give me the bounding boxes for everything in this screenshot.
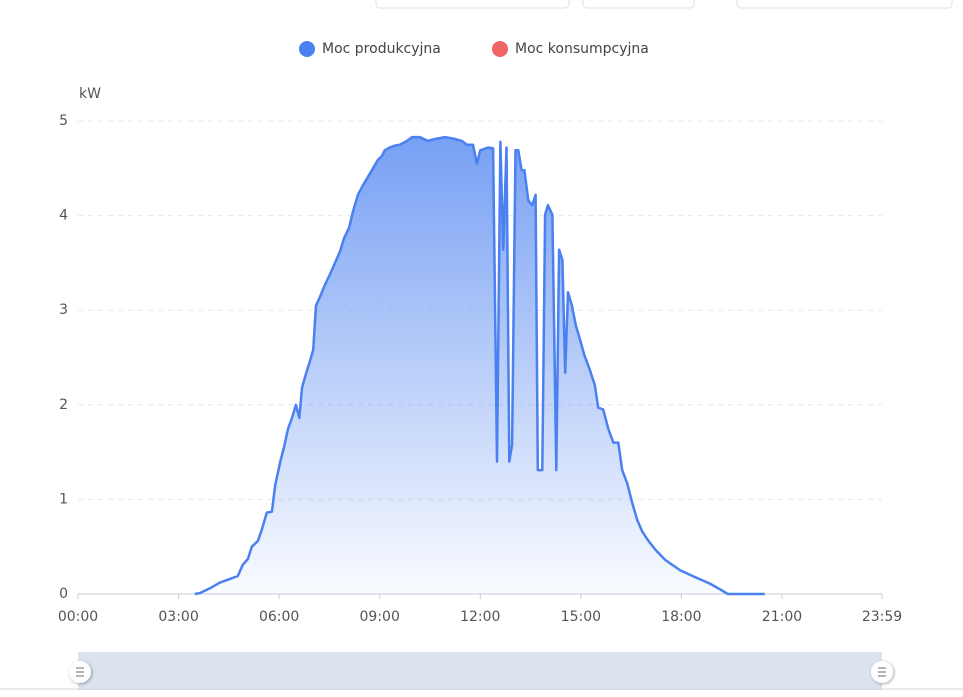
y-tick-label: 3 <box>59 302 68 318</box>
y-tick-label: 2 <box>59 397 68 413</box>
legend-marker <box>299 41 315 57</box>
y-tick-label: 5 <box>59 113 68 129</box>
legend-label[interactable]: Moc produkcyjna <box>322 41 441 57</box>
y-tick-label: 0 <box>59 586 68 602</box>
x-tick-label: 12:00 <box>460 609 500 625</box>
legend-label[interactable]: Moc konsumpcyjna <box>515 41 649 57</box>
y-tick-label: 4 <box>59 208 68 224</box>
x-tick-label: 09:00 <box>360 609 400 625</box>
x-tick-label: 03:00 <box>158 609 198 625</box>
x-tick-label: 00:00 <box>58 609 98 625</box>
area-fill <box>194 137 765 594</box>
select-box[interactable] <box>375 0 570 9</box>
date-box[interactable] <box>736 0 953 9</box>
x-tick-label: 23:59 <box>862 609 902 625</box>
zoom-slider[interactable] <box>78 652 882 690</box>
y-tick-label: 1 <box>59 491 68 507</box>
x-tick-label: 21:00 <box>762 609 802 625</box>
area-line <box>194 135 765 596</box>
x-tick-label: 18:00 <box>661 609 701 625</box>
x-tick-label: 06:00 <box>259 609 299 625</box>
legend-marker <box>492 41 508 57</box>
select-box[interactable] <box>582 0 695 9</box>
y-axis-label: kW <box>79 86 101 102</box>
x-tick-label: 15:00 <box>561 609 601 625</box>
zoom-handle[interactable] <box>69 661 91 683</box>
zoom-handle[interactable] <box>871 661 893 683</box>
